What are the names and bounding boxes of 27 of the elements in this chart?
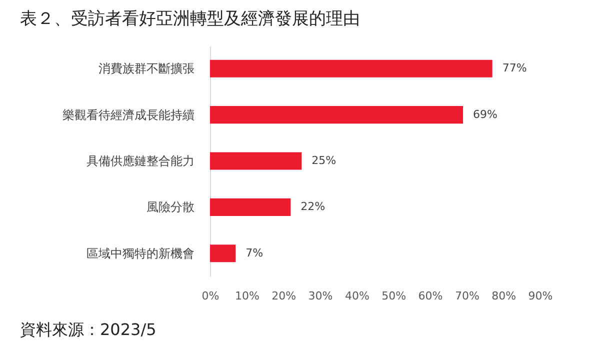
x-tick-label: 40% xyxy=(344,290,370,302)
y-tick-label: 消費族群不斷擴張 xyxy=(98,62,194,76)
y-tick-label: 樂觀看待經濟成長能持續 xyxy=(62,108,194,122)
y-tick-label: 具備供應鏈整合能力 xyxy=(86,154,194,168)
data-label: 69% xyxy=(473,108,498,121)
x-tick-label: 80% xyxy=(492,290,516,302)
bar xyxy=(210,152,302,170)
x-tick-label: 50% xyxy=(382,290,406,302)
x-tick-label: 70% xyxy=(454,290,480,302)
data-label: 22% xyxy=(300,200,326,214)
data-label: 25% xyxy=(312,154,336,167)
x-tick-label: 20% xyxy=(272,290,296,302)
y-tick-label: 區域中獨特的新機會 xyxy=(86,246,194,260)
x-tick-label: 90% xyxy=(528,290,553,302)
x-tick-label: 0% xyxy=(202,290,220,302)
source-note: 資料來源：2023/5 xyxy=(20,320,156,339)
x-tick-label: 60% xyxy=(418,290,443,302)
bar xyxy=(210,198,291,216)
x-tick-label: 30% xyxy=(308,290,333,302)
bar xyxy=(210,244,236,262)
bar xyxy=(210,106,463,124)
data-label: 7% xyxy=(246,246,264,260)
bar xyxy=(210,60,492,78)
chart-title: 表２、受訪者看好亞洲轉型及經濟發展的理由 xyxy=(20,9,360,29)
y-tick-label: 風險分散 xyxy=(146,200,194,214)
x-tick-label: 10% xyxy=(234,290,260,302)
data-label: 77% xyxy=(502,62,527,75)
